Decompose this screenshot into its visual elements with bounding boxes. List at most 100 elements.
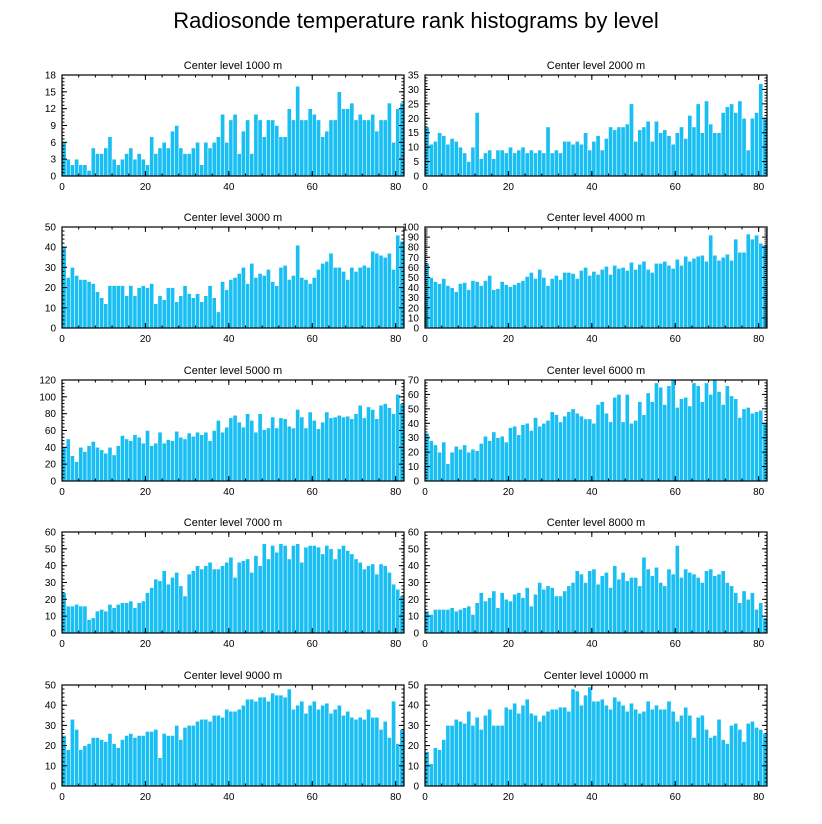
panel-title: Center level 6000 m	[547, 365, 645, 377]
histogram-bar	[311, 545, 317, 634]
y-tick-label: 50	[45, 223, 57, 234]
histogram-bar	[236, 273, 242, 329]
histogram-bar	[541, 588, 547, 634]
histogram-bar	[370, 114, 376, 177]
y-tick-label: 0	[413, 477, 419, 488]
histogram-bar	[583, 582, 588, 634]
histogram-bar	[291, 708, 296, 787]
histogram-bar	[574, 412, 580, 482]
histogram-bar	[86, 619, 92, 634]
histogram-bar	[111, 158, 117, 177]
histogram-bar	[583, 267, 588, 329]
histogram-bar	[487, 275, 492, 329]
histogram-bar	[157, 431, 163, 482]
histogram-bar	[378, 729, 384, 787]
histogram-bar	[708, 737, 714, 787]
histogram-bar	[629, 103, 634, 177]
histogram-bar	[378, 405, 384, 482]
histogram-bar	[541, 277, 547, 329]
y-tick-label: 15	[408, 128, 420, 139]
histogram-bar	[503, 706, 509, 787]
histogram-bar	[595, 274, 601, 329]
histogram-bar	[462, 444, 467, 482]
histogram-bar	[241, 267, 246, 329]
histogram-bar	[466, 161, 472, 177]
histogram-bar	[716, 391, 722, 482]
histogram-bar	[174, 725, 180, 787]
histogram-bar	[70, 267, 75, 329]
y-tick-label: 30	[45, 578, 57, 589]
histogram-bar	[132, 295, 138, 329]
histogram-bar	[140, 158, 146, 177]
histogram-bar	[674, 721, 680, 787]
histogram-bar	[145, 731, 150, 787]
x-tick-label: 80	[390, 334, 402, 345]
histogram-bar	[328, 548, 334, 634]
histogram-bar	[278, 694, 284, 787]
histogram-bar	[629, 423, 634, 482]
histogram-bar	[566, 585, 572, 634]
histogram-bar	[353, 271, 359, 329]
x-tick-label: 40	[586, 639, 598, 650]
histogram-bar	[533, 152, 538, 177]
histogram-bar	[537, 582, 543, 634]
y-tick-label: 40	[45, 701, 57, 712]
histogram-bar	[478, 285, 484, 329]
histogram-bar	[195, 565, 200, 634]
x-tick-label: 40	[223, 639, 235, 650]
histogram-bar	[378, 119, 384, 177]
histogram-bar	[428, 144, 434, 177]
y-tick-label: 90	[408, 233, 420, 244]
histogram-bar	[725, 254, 730, 329]
histogram-panel: Center level 9000 m 0 10 20 30 40 50 0 20 40 60 80	[45, 670, 405, 803]
histogram-bar	[491, 431, 497, 482]
histogram-bar	[387, 102, 392, 177]
histogram-bar	[670, 268, 676, 329]
x-tick-label: 0	[422, 182, 428, 193]
histogram-bar	[286, 108, 292, 177]
histogram-bar	[353, 719, 359, 787]
histogram-bar	[182, 595, 188, 634]
histogram-bar	[524, 276, 530, 329]
histogram-bar	[549, 152, 555, 177]
histogram-bar	[241, 426, 246, 482]
histogram-bar	[616, 268, 622, 329]
histogram-bar	[524, 423, 530, 482]
histogram-bar	[332, 708, 338, 787]
histogram-bar	[95, 291, 100, 329]
histogram-bar	[211, 297, 217, 329]
y-tick-label: 40	[408, 419, 420, 430]
histogram-bar	[478, 592, 484, 634]
histogram-bar	[99, 297, 104, 329]
histogram-bar	[332, 416, 338, 482]
histogram-bar	[708, 568, 714, 634]
histogram-bar	[349, 267, 355, 329]
histogram-bar	[624, 123, 630, 177]
histogram-bar	[349, 553, 355, 634]
histogram-bar	[487, 597, 492, 634]
panel-title: Center level 4000 m	[547, 212, 645, 224]
histogram-bar	[662, 404, 668, 482]
histogram-panel: Center level 6000 m 0 10 20 30 40 50 60 70 0 20 40 6…	[408, 365, 768, 498]
histogram-bar	[74, 275, 79, 329]
histogram-bar	[161, 299, 167, 329]
histogram-bar	[282, 696, 288, 787]
y-tick-label: 40	[408, 701, 420, 712]
histogram-bar	[758, 83, 764, 177]
y-tick-label: 50	[408, 404, 420, 415]
histogram-bar	[316, 546, 321, 634]
histogram-bar	[107, 285, 113, 329]
histogram-bar	[115, 604, 121, 634]
histogram-bar	[136, 153, 142, 177]
histogram-bar	[520, 280, 526, 329]
histogram-bar	[503, 284, 509, 329]
histogram-panel: Center level 8000 m 0 10 20 30 40 50 60 0 20 40 60 8…	[408, 517, 768, 650]
histogram-bar	[82, 605, 88, 634]
histogram-bar	[220, 717, 225, 787]
histogram-bar	[670, 711, 676, 787]
histogram-bar	[107, 604, 113, 634]
histogram-bar	[462, 152, 467, 177]
histogram-bar	[579, 144, 584, 177]
histogram-bar	[341, 108, 346, 177]
